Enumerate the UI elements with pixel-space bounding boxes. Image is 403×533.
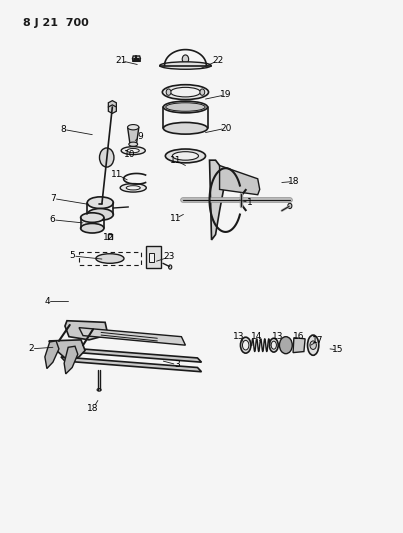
Text: 11: 11 <box>170 214 181 223</box>
Circle shape <box>310 341 316 350</box>
Ellipse shape <box>87 208 113 220</box>
Ellipse shape <box>96 254 124 263</box>
Ellipse shape <box>162 85 208 100</box>
Text: 7: 7 <box>50 194 56 203</box>
Circle shape <box>166 89 171 95</box>
Ellipse shape <box>160 62 211 69</box>
Ellipse shape <box>81 223 104 233</box>
Ellipse shape <box>269 338 278 352</box>
Text: 8 J 21  700: 8 J 21 700 <box>23 18 89 28</box>
Text: 10: 10 <box>123 150 135 159</box>
Ellipse shape <box>127 149 139 153</box>
Polygon shape <box>220 165 260 195</box>
Ellipse shape <box>165 149 206 163</box>
Text: 1: 1 <box>247 198 253 207</box>
Polygon shape <box>108 105 116 114</box>
Ellipse shape <box>172 152 199 160</box>
Ellipse shape <box>163 101 208 113</box>
Circle shape <box>288 203 292 208</box>
Polygon shape <box>65 321 107 340</box>
Text: 15: 15 <box>332 345 344 354</box>
Polygon shape <box>45 341 59 368</box>
Text: 6: 6 <box>49 215 55 224</box>
Text: 18: 18 <box>288 177 299 186</box>
Ellipse shape <box>307 335 319 356</box>
Ellipse shape <box>120 183 146 192</box>
Text: 23: 23 <box>164 253 175 261</box>
Ellipse shape <box>163 123 208 134</box>
Circle shape <box>100 148 114 167</box>
Ellipse shape <box>121 147 145 155</box>
Text: 21: 21 <box>116 56 127 65</box>
Text: 9: 9 <box>137 132 143 141</box>
Text: 3: 3 <box>174 360 180 369</box>
Ellipse shape <box>126 185 140 190</box>
Circle shape <box>182 55 189 63</box>
Bar <box>149 253 154 262</box>
Polygon shape <box>64 346 78 374</box>
Ellipse shape <box>241 337 251 353</box>
Text: 4: 4 <box>44 296 50 305</box>
Text: 22: 22 <box>212 56 223 65</box>
Polygon shape <box>49 340 85 360</box>
Ellipse shape <box>170 87 201 97</box>
Circle shape <box>168 265 172 269</box>
Text: 13: 13 <box>272 332 284 341</box>
Polygon shape <box>210 160 224 240</box>
Ellipse shape <box>166 103 205 111</box>
Ellipse shape <box>87 197 113 208</box>
Polygon shape <box>79 328 185 345</box>
Ellipse shape <box>128 125 139 130</box>
Text: 8: 8 <box>60 125 66 134</box>
Ellipse shape <box>271 341 276 349</box>
Ellipse shape <box>243 341 249 350</box>
Polygon shape <box>133 56 141 61</box>
Polygon shape <box>108 101 116 109</box>
Polygon shape <box>61 357 202 372</box>
Text: 5: 5 <box>69 252 75 260</box>
Polygon shape <box>293 338 305 353</box>
Text: 11: 11 <box>111 170 123 179</box>
Text: 16: 16 <box>293 332 304 341</box>
Text: 2: 2 <box>28 344 33 353</box>
Text: 18: 18 <box>87 404 99 413</box>
Polygon shape <box>61 348 202 362</box>
Ellipse shape <box>97 389 101 391</box>
Polygon shape <box>128 127 139 144</box>
Bar <box>146 246 161 268</box>
Ellipse shape <box>129 142 138 147</box>
Circle shape <box>279 337 292 354</box>
Text: 17: 17 <box>312 336 324 345</box>
Text: 11: 11 <box>170 156 181 165</box>
Text: 12: 12 <box>103 233 114 242</box>
Text: 19: 19 <box>220 90 231 99</box>
Circle shape <box>200 89 205 95</box>
Text: 20: 20 <box>220 124 231 133</box>
Ellipse shape <box>81 213 104 222</box>
Text: 14: 14 <box>251 332 263 341</box>
Text: 13: 13 <box>233 332 244 341</box>
